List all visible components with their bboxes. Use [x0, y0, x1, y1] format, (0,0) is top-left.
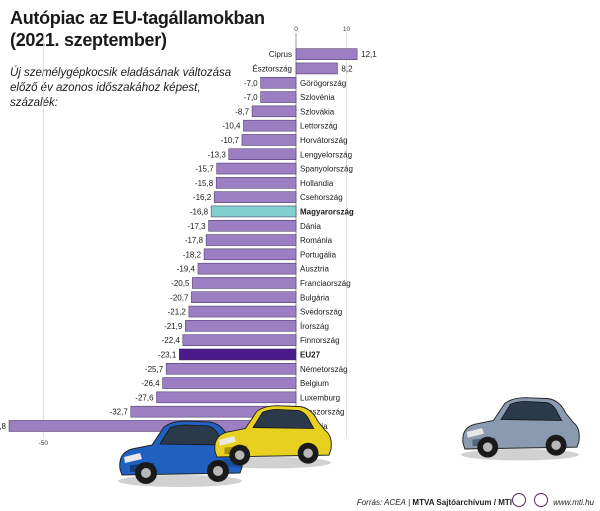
bar-9: [215, 177, 297, 189]
bar-20: [182, 334, 297, 346]
source-agency: MTVA Sajtóarchívum / MTI: [412, 498, 512, 507]
chart-title-date: (2021. szeptember): [10, 30, 167, 50]
category-label: Németország: [300, 365, 348, 374]
value-label: -15,8: [195, 179, 214, 188]
value-label: -17,3: [187, 222, 206, 231]
category-label: Belgium: [300, 379, 329, 388]
category-label: Csehország: [300, 193, 343, 202]
bar-5: [243, 119, 297, 132]
category-label: Szlovákia: [300, 107, 335, 116]
value-label: -18,2: [183, 250, 202, 259]
bar-4: [251, 105, 297, 118]
category-label: Spanyolország: [300, 165, 353, 174]
bar-14: [203, 248, 297, 261]
bar-24: [156, 391, 297, 404]
chart-title: Autópiac az EU-tagállamokban: [10, 8, 265, 28]
category-label: Szlovénia: [300, 93, 335, 102]
bar-8: [216, 162, 297, 175]
category-label: Ausztria: [300, 265, 329, 274]
category-label: Bulgária: [300, 293, 330, 302]
yellow-car-illustration: [213, 405, 332, 469]
bar-13: [205, 234, 297, 246]
bar-3: [260, 91, 297, 103]
bar-1: [295, 62, 338, 75]
value-label: -26,4: [141, 379, 160, 388]
category-label: Horvátország: [300, 136, 348, 145]
category-label: Észtország: [252, 64, 292, 73]
category-label: Portugália: [300, 250, 337, 259]
bar-7: [228, 148, 297, 160]
mti-logo-icon: [534, 493, 548, 507]
value-label: -7,0: [244, 93, 258, 102]
category-label: Svédország: [300, 308, 342, 317]
bar-12: [208, 220, 297, 232]
x-tick-label: 0: [294, 26, 298, 33]
x-tick-label: -50: [39, 440, 49, 447]
category-label: Luxemburg: [300, 393, 340, 402]
blue-car-illustration: [118, 420, 243, 487]
value-label: -21,2: [168, 308, 187, 317]
value-label: -20,5: [171, 279, 190, 288]
bar-11: [210, 205, 297, 218]
mtva-logo-icon: [512, 493, 526, 507]
x-tick-label: 10: [343, 26, 351, 33]
website-link[interactable]: www.mti.hu: [553, 498, 594, 507]
value-label: -10,4: [222, 122, 241, 131]
category-label: Finnország: [300, 336, 340, 345]
category-label: Dánia: [300, 222, 321, 231]
value-label: -16,2: [193, 193, 212, 202]
bar-0: [295, 48, 358, 60]
value-label: -8,7: [235, 107, 249, 116]
value-label: -27,6: [135, 393, 154, 402]
value-label: -32,7: [110, 408, 129, 417]
value-label: -23,1: [158, 350, 177, 359]
bar-23: [162, 377, 297, 389]
value-label: -13,3: [208, 150, 227, 159]
category-label: EU27: [300, 350, 321, 359]
bar-16: [192, 277, 297, 289]
value-label: 12,1: [361, 50, 377, 59]
value-label: -22,4: [162, 336, 181, 345]
value-label: -10,7: [221, 136, 240, 145]
bar-21: [179, 348, 297, 361]
bar-6: [241, 134, 297, 146]
value-label: -56,8: [0, 422, 7, 431]
category-label: Hollandia: [300, 179, 334, 188]
chart-subtitle: Új személygépkocsik eladásának változása…: [10, 67, 232, 109]
silver-car-illustration: [461, 397, 580, 461]
bar-17: [191, 291, 297, 303]
bar-2: [260, 77, 297, 89]
value-label: -17,8: [185, 236, 204, 245]
source-prefix: Forrás: ACEA: [356, 498, 406, 507]
category-label: Olaszország: [300, 408, 344, 417]
bar-22: [165, 363, 297, 375]
category-label: Lengyelország: [300, 150, 352, 159]
value-label: 8,2: [341, 64, 353, 73]
category-label: Lettország: [300, 122, 337, 131]
bar-10: [213, 191, 297, 203]
bar-18: [188, 305, 297, 318]
value-label: -19,4: [177, 265, 196, 274]
category-label: Magyarország: [300, 207, 354, 216]
bar-15: [197, 262, 297, 275]
value-label: -15,7: [195, 165, 214, 174]
category-label: Görögország: [300, 79, 346, 88]
source-note: Forrás: ACEA | MTVA Sajtóarchívum / MTI: [356, 498, 512, 507]
category-label: Írország: [300, 322, 329, 331]
value-label: -16,8: [190, 207, 209, 216]
value-label: -7,0: [244, 79, 258, 88]
bar-19: [185, 320, 297, 332]
category-label: Románia: [300, 236, 333, 245]
value-label: -21,9: [164, 322, 183, 331]
category-label: Ciprus: [269, 50, 292, 59]
category-label: Franciaország: [300, 279, 351, 288]
value-label: -25,7: [145, 365, 164, 374]
value-label: -20,7: [170, 293, 189, 302]
